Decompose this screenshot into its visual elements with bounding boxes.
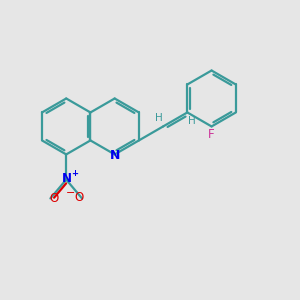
Text: N: N <box>110 149 120 162</box>
Text: O: O <box>74 191 83 204</box>
Text: F: F <box>208 128 215 141</box>
Text: H: H <box>154 113 162 123</box>
Text: −: − <box>66 188 76 198</box>
Text: +: + <box>71 169 78 178</box>
Text: H: H <box>188 116 196 126</box>
Text: N: N <box>62 172 72 184</box>
Text: O: O <box>49 192 58 205</box>
